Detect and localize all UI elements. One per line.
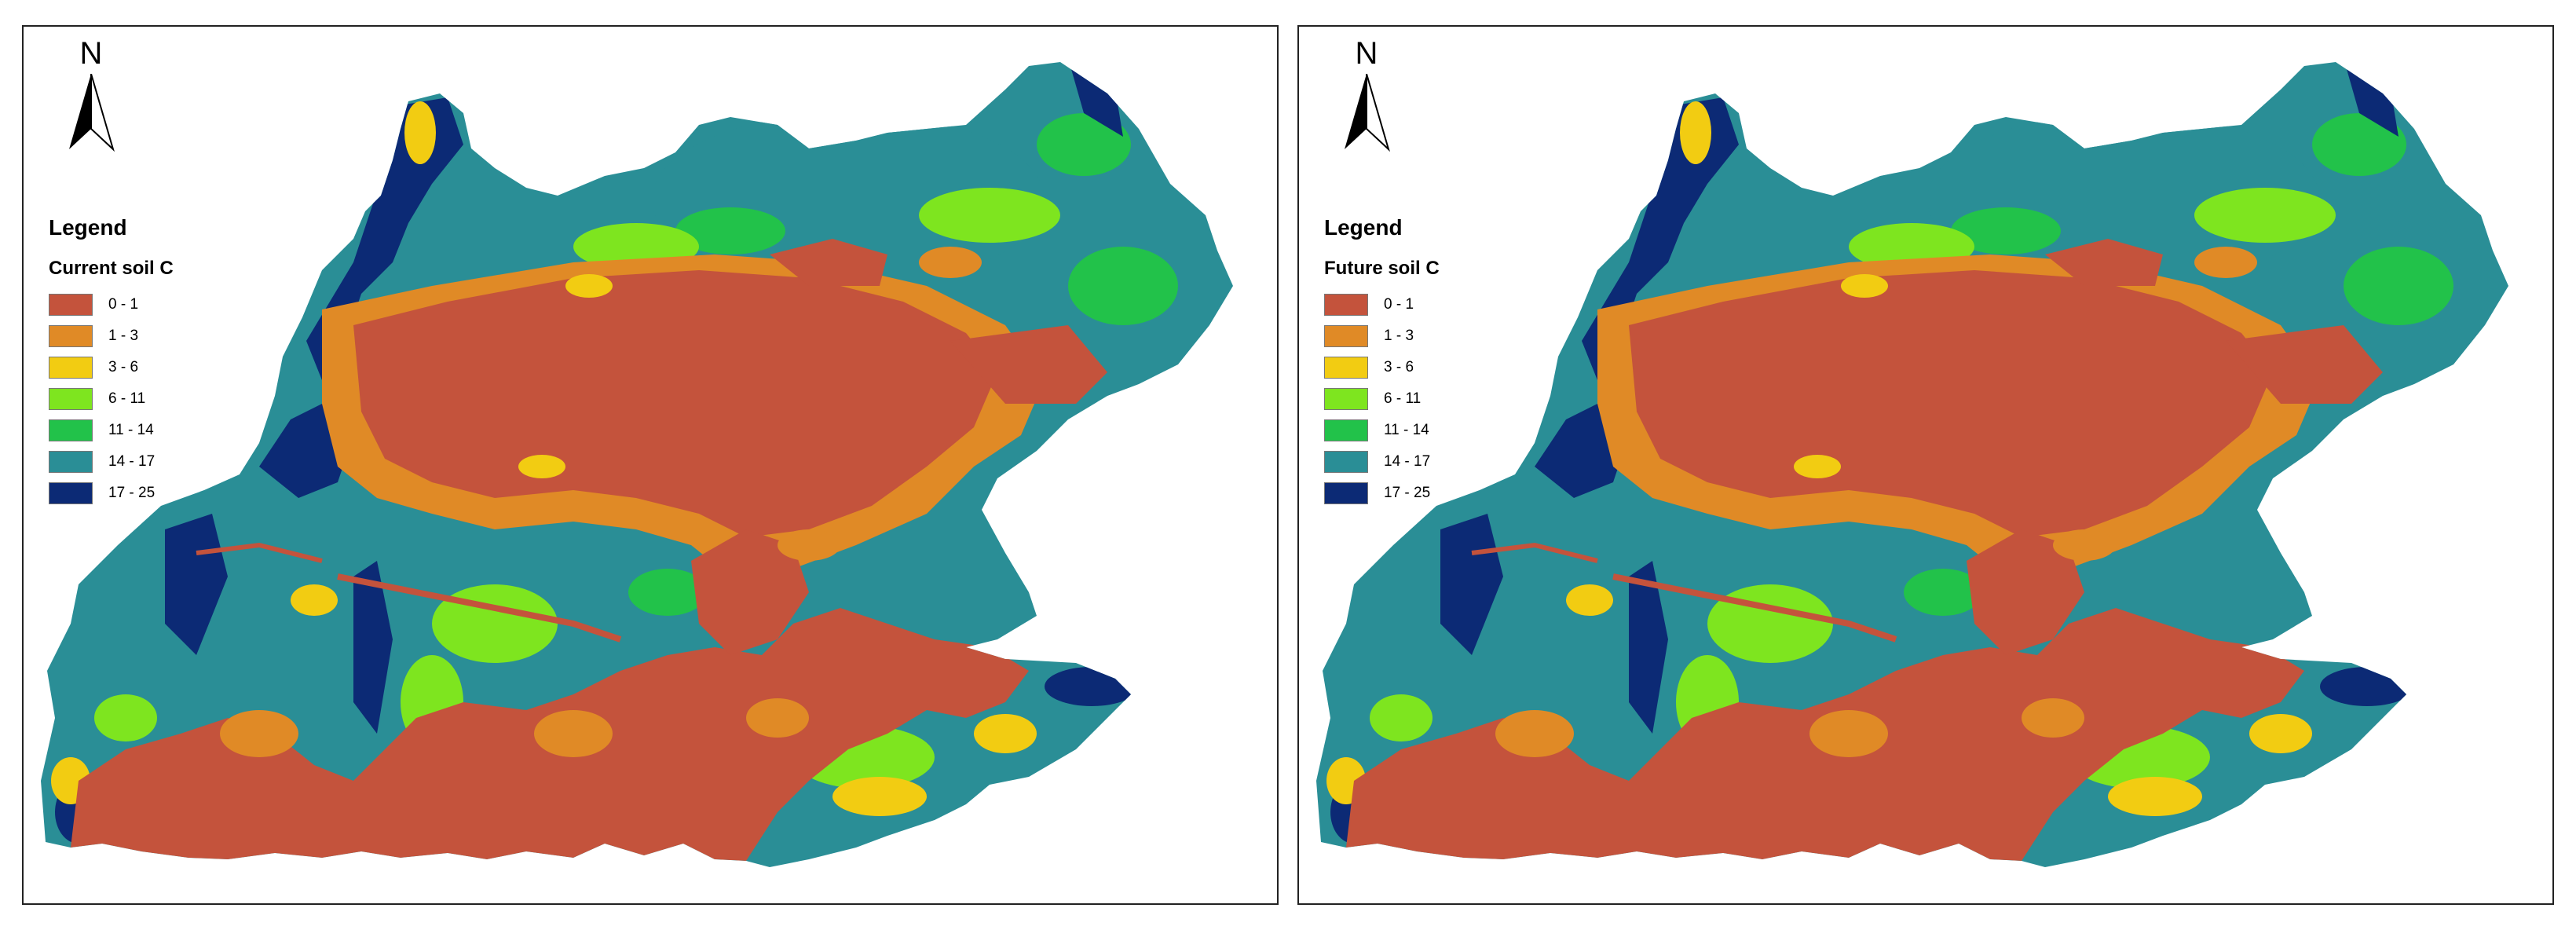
legend-item: 14 - 17	[1324, 446, 1440, 478]
legend-label: 17 - 25	[108, 485, 156, 501]
north-label: N	[79, 36, 103, 71]
legend-swatch	[49, 388, 93, 410]
legend-swatch	[1324, 451, 1368, 473]
north-arrow: N	[1335, 36, 1398, 154]
legend-item: 6 - 11	[1324, 383, 1440, 415]
legend-title: Legend	[1324, 215, 1403, 240]
soil-carbon-map	[41, 62, 1233, 867]
legend-item: 6 - 11	[49, 383, 174, 415]
legend-item: 11 - 14	[1324, 415, 1440, 446]
legend-label: 6 - 11	[1384, 390, 1422, 407]
legend-label: 11 - 14	[108, 422, 154, 438]
legend-title: Legend	[49, 215, 127, 240]
legend-label: 14 - 17	[1384, 453, 1431, 470]
legend-label: 6 - 11	[108, 390, 146, 407]
legend-item: 14 - 17	[49, 446, 174, 478]
legend-swatch	[49, 482, 93, 504]
legend-swatch	[49, 451, 93, 473]
legend-subtitle: Future soil C	[1324, 258, 1440, 279]
legend-swatch	[49, 325, 93, 347]
legend-item: 3 - 6	[49, 352, 174, 383]
legend-swatch	[1324, 357, 1368, 379]
legend-swatch	[1324, 388, 1368, 410]
legend-swatch	[49, 294, 93, 316]
legend-label: 11 - 14	[1384, 422, 1429, 438]
legend-swatch	[1324, 294, 1368, 316]
legend-item: 0 - 1	[49, 289, 174, 320]
legend-label: 17 - 25	[1384, 485, 1431, 501]
legend-swatch	[1324, 482, 1368, 504]
legend-label: 0 - 1	[1384, 296, 1414, 313]
legend-label: 14 - 17	[108, 453, 156, 470]
legend-item: 11 - 14	[49, 415, 174, 446]
map-panel-future: N Legend Future soil C 0 - 1 1 - 3 3 - 6…	[1297, 25, 2554, 905]
legend: Legend Future soil C 0 - 1 1 - 3 3 - 6 6…	[1324, 215, 1440, 509]
legend-label: 3 - 6	[1384, 359, 1414, 375]
north-label: N	[1355, 36, 1378, 71]
legend-label: 1 - 3	[108, 328, 139, 344]
legend-swatch	[49, 357, 93, 379]
legend-item: 17 - 25	[1324, 478, 1440, 509]
legend: Legend Current soil C 0 - 1 1 - 3 3 - 6 …	[49, 215, 174, 509]
legend-item: 17 - 25	[49, 478, 174, 509]
legend-item: 3 - 6	[1324, 352, 1440, 383]
north-arrow-icon	[69, 74, 115, 152]
north-arrow: N	[60, 36, 123, 154]
legend-label: 0 - 1	[108, 296, 139, 313]
map-panel-current: N Legend Current soil C 0 - 1 1 - 3 3 - …	[22, 25, 1279, 905]
soil-carbon-map	[1316, 62, 2508, 867]
legend-item: 0 - 1	[1324, 289, 1440, 320]
legend-swatch	[1324, 419, 1368, 441]
legend-item: 1 - 3	[1324, 320, 1440, 352]
legend-label: 1 - 3	[1384, 328, 1414, 344]
legend-swatch	[49, 419, 93, 441]
legend-label: 3 - 6	[108, 359, 139, 375]
legend-swatch	[1324, 325, 1368, 347]
north-arrow-icon	[1345, 74, 1390, 152]
legend-item: 1 - 3	[49, 320, 174, 352]
legend-subtitle: Current soil C	[49, 258, 174, 279]
